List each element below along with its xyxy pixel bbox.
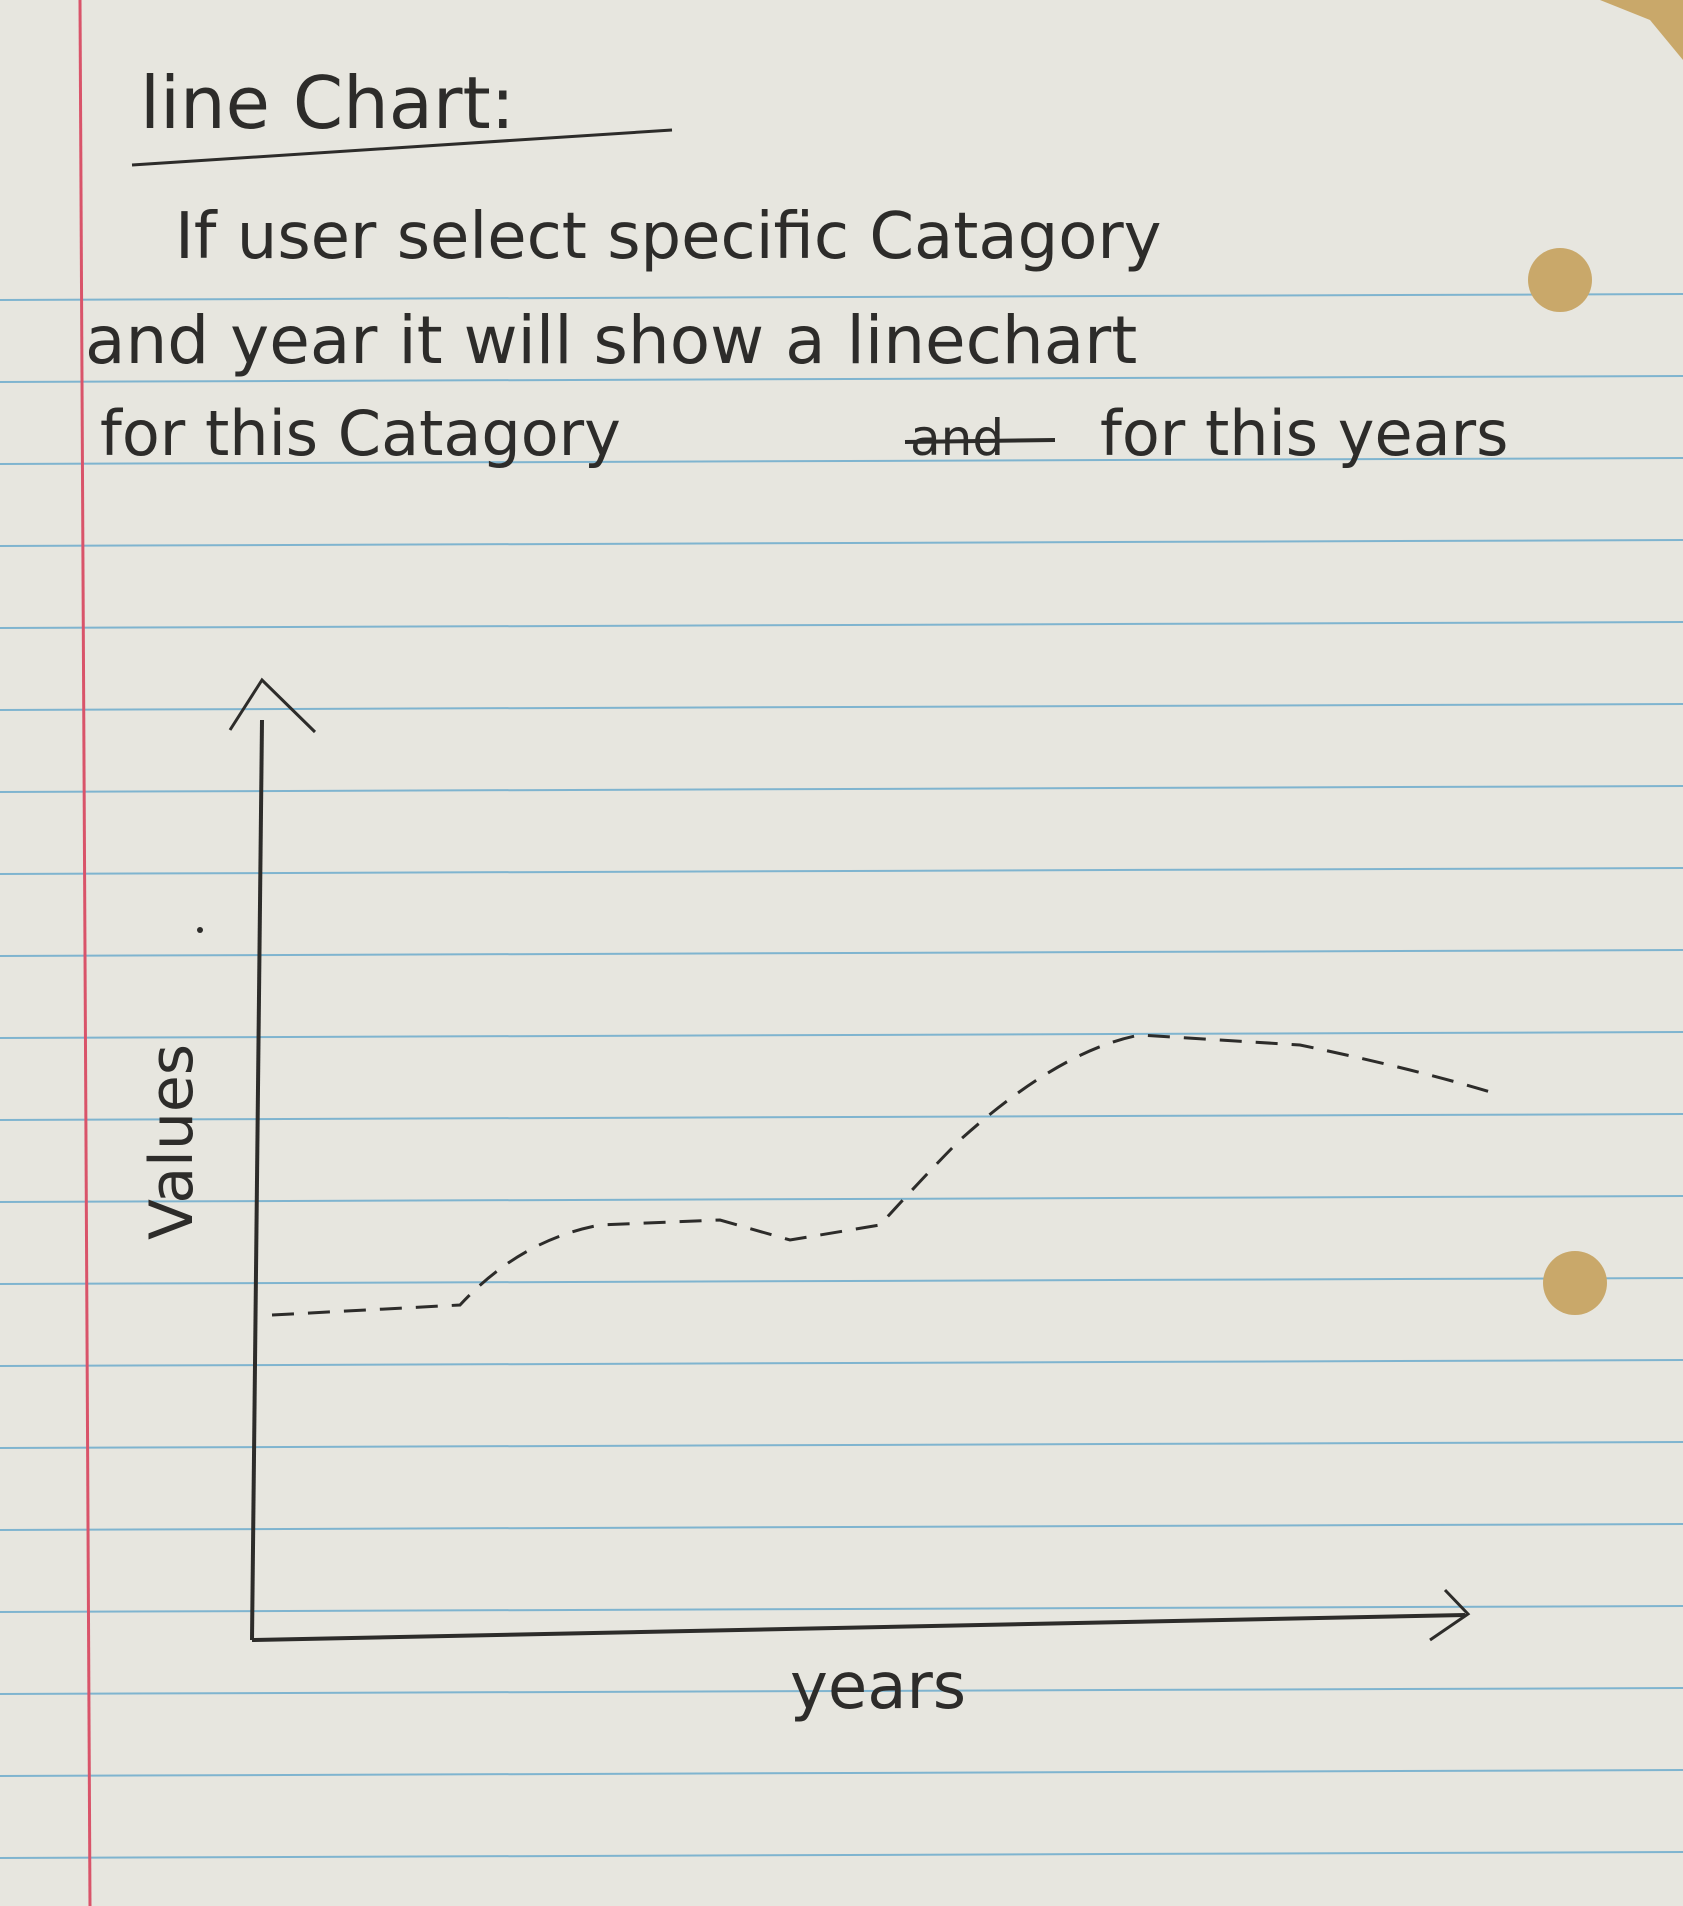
rule-line <box>0 1359 1683 1367</box>
binder-hole-middle <box>1543 1251 1607 1315</box>
note-heading: line Chart: <box>140 61 515 145</box>
rule-line <box>0 1113 1683 1121</box>
rule-line <box>0 457 1683 465</box>
strike-through <box>904 438 1056 444</box>
margin-line <box>78 0 92 1906</box>
rule-line <box>0 1277 1683 1285</box>
binder-hole-top <box>1528 248 1592 312</box>
rule-line <box>0 785 1683 793</box>
rule-line <box>0 621 1683 629</box>
rule-line <box>0 1523 1683 1531</box>
y-axis-label: Values <box>137 1044 207 1240</box>
rule-line <box>0 375 1683 383</box>
rule-line <box>0 1769 1683 1777</box>
struck-word: and <box>910 409 1004 467</box>
rule-line <box>0 867 1683 875</box>
rule-line <box>0 1687 1683 1695</box>
rule-line <box>0 949 1683 957</box>
rule-line <box>0 1441 1683 1449</box>
note-line-3: for this Catagory <box>100 397 621 470</box>
rule-line <box>0 293 1683 301</box>
dashed-trend-line <box>271 1033 1501 1317</box>
y-axis-arrow <box>228 677 317 734</box>
ruled-lines <box>0 293 1683 1859</box>
y-axis <box>250 719 264 1641</box>
note-line-2: and year it will show a linechart <box>85 302 1137 379</box>
rule-line <box>0 703 1683 711</box>
rule-line <box>0 1195 1683 1203</box>
note-line-1: If user select specific Catagory <box>175 200 1162 274</box>
rule-line <box>0 1031 1683 1039</box>
rule-line <box>0 539 1683 547</box>
x-axis-label: years <box>790 1650 966 1724</box>
note-line-3-tail: for this years <box>1100 397 1508 470</box>
x-axis-arrow <box>1429 1588 1471 1642</box>
x-axis <box>251 1613 1466 1642</box>
rule-line <box>0 1851 1683 1859</box>
rule-line <box>0 1605 1683 1613</box>
heading-underline <box>131 128 673 167</box>
stray-dot <box>197 927 203 933</box>
